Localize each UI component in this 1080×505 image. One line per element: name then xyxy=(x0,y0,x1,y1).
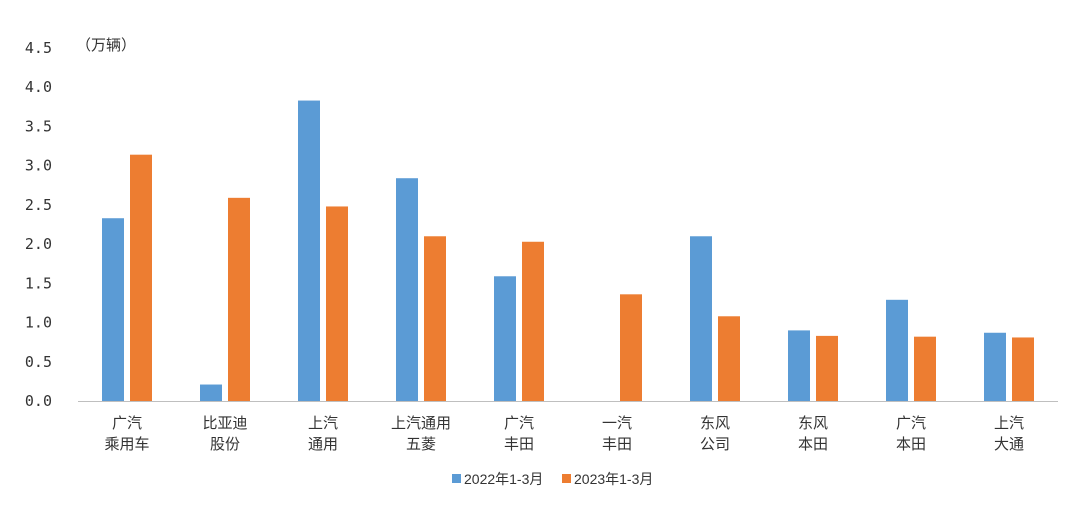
x-category-label: 乘用车 xyxy=(104,435,149,453)
bar-series-2 xyxy=(1012,337,1034,401)
y-tick-label: 4.5 xyxy=(25,39,52,57)
x-category-label: 公司 xyxy=(700,435,730,453)
x-axis-labels: 广汽乘用车比亚迪股份上汽通用上汽通用五菱广汽丰田一汽丰田东风公司东风本田广汽本田… xyxy=(104,414,1024,453)
x-category-label: 一汽 xyxy=(602,414,632,432)
bar-series-2 xyxy=(228,197,250,401)
bar-series-1 xyxy=(690,236,712,401)
bar-series-1 xyxy=(984,332,1006,401)
bar-series-1 xyxy=(494,276,516,401)
bar-series-2 xyxy=(718,316,740,401)
y-axis: 0.0 0.5 1.0 1.5 2.0 2.5 3.0 3.5 4.0 4.5 xyxy=(25,39,52,410)
bar-series-2 xyxy=(522,241,544,401)
x-category-label: 上汽 xyxy=(994,414,1024,432)
x-category-label: 大通 xyxy=(994,435,1024,453)
y-tick-label: 1.5 xyxy=(25,274,52,292)
bar-series-2 xyxy=(326,206,348,401)
bar-series-1 xyxy=(298,100,320,402)
x-category-label: 比亚迪 xyxy=(202,414,247,432)
x-category-label: 丰田 xyxy=(602,435,632,453)
bar-series-1 xyxy=(788,330,810,401)
x-category-label: 上汽 xyxy=(308,414,338,432)
legend-swatch xyxy=(562,474,571,483)
bars xyxy=(102,100,1034,402)
y-tick-label: 0.0 xyxy=(25,392,52,410)
y-tick-label: 4.0 xyxy=(25,78,52,96)
x-category-label: 广汽 xyxy=(504,414,534,432)
bar-series-2 xyxy=(816,335,838,401)
y-tick-label: 2.5 xyxy=(25,196,52,214)
bar-series-2 xyxy=(914,336,936,401)
x-category-label: 本田 xyxy=(798,435,828,453)
legend-label: 2023年1-3月 xyxy=(574,471,653,487)
x-category-label: 东风 xyxy=(700,414,730,432)
legend: 2022年1-3月 2023年1-3月 xyxy=(452,471,653,487)
y-tick-label: 3.5 xyxy=(25,117,52,135)
bar-series-1 xyxy=(396,178,418,401)
bar-series-2 xyxy=(424,236,446,401)
x-category-label: 丰田 xyxy=(504,435,534,453)
y-tick-label: 3.0 xyxy=(25,157,52,175)
y-tick-label: 0.5 xyxy=(25,353,52,371)
y-tick-label: 1.0 xyxy=(25,314,52,332)
x-category-label: 本田 xyxy=(896,435,926,453)
x-category-label: 股份 xyxy=(210,435,240,453)
legend-label: 2022年1-3月 xyxy=(464,471,543,487)
x-category-label: 五菱 xyxy=(406,435,436,453)
x-category-label: 上汽通用 xyxy=(391,414,451,432)
x-category-label: 广汽 xyxy=(896,414,926,432)
bar-series-2 xyxy=(620,294,642,401)
bar-series-1 xyxy=(886,299,908,401)
y-tick-label: 2.0 xyxy=(25,235,52,253)
x-category-label: 东风 xyxy=(798,414,828,432)
x-category-label: 通用 xyxy=(308,435,338,453)
bar-series-2 xyxy=(130,154,152,401)
y-axis-unit-label: （万辆） xyxy=(76,36,136,54)
bar-series-1 xyxy=(102,218,124,401)
legend-swatch xyxy=(452,474,461,483)
bar-series-1 xyxy=(200,384,222,401)
x-category-label: 广汽 xyxy=(112,414,142,432)
